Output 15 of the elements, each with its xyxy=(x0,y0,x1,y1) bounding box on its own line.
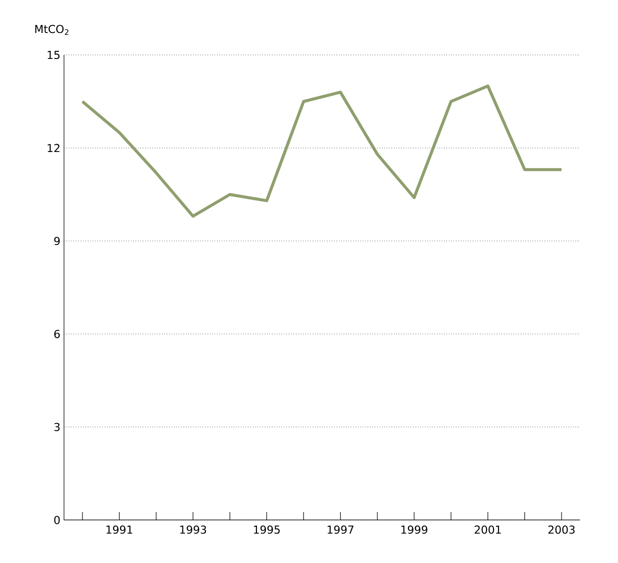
x-tick-label: 2001 xyxy=(474,526,501,534)
x-tick-label: 1993 xyxy=(180,526,206,534)
y-tick-label: 12 xyxy=(48,144,60,152)
x-tick-label: 1991 xyxy=(106,526,132,534)
x-tick-label: 1999 xyxy=(401,526,428,534)
x-tick-label: 1997 xyxy=(328,526,354,534)
x-tick-label: 1995 xyxy=(254,526,280,534)
y-tick-label: 6 xyxy=(54,330,60,338)
y-axis-title: MtCO$_{2}$ xyxy=(35,24,68,35)
y-tick-label: 0 xyxy=(54,516,60,524)
y-tick-label: 15 xyxy=(48,50,60,60)
y-tick-label: 3 xyxy=(54,422,60,432)
y-tick-label: 9 xyxy=(54,236,60,246)
line-series xyxy=(80,84,564,218)
x-tick-label: 2003 xyxy=(548,526,575,534)
